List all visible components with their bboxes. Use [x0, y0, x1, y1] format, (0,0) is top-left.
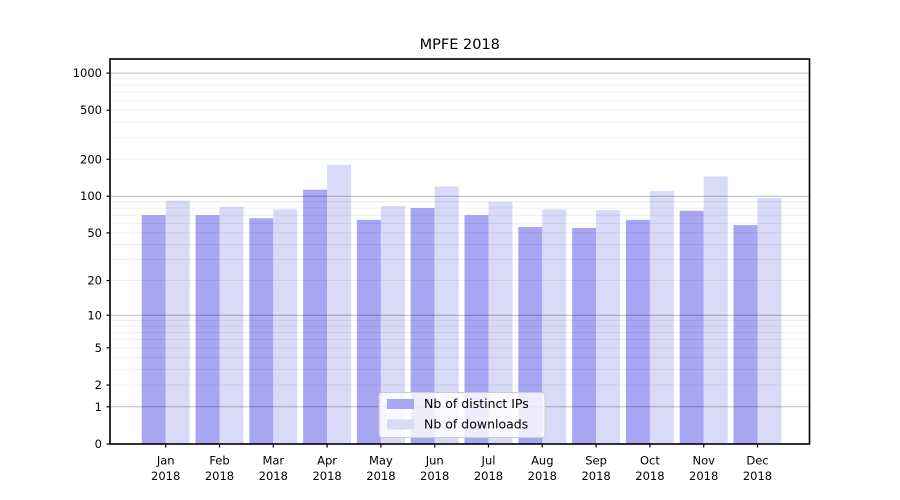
y-tick-label-1000: 1000 [73, 66, 102, 80]
x-tick-year-sep: 2018 [581, 469, 610, 483]
x-tick-year-oct: 2018 [635, 469, 664, 483]
x-tick-label-jan: Jan [156, 454, 175, 468]
x-tick-label-jun: Jun [425, 454, 444, 468]
x-tick-label-oct: Oct [640, 454, 660, 468]
x-tick-label-mar: Mar [262, 454, 284, 468]
chart-title: MPFE 2018 [420, 37, 500, 53]
y-tick-label-50: 50 [87, 226, 102, 240]
x-tick-year-jun: 2018 [420, 469, 449, 483]
y-tick-label-5: 5 [95, 341, 102, 355]
bar-jan-distinct-ips [141, 215, 166, 444]
y-tick-label-2: 2 [95, 378, 102, 392]
bar-aug-downloads [542, 209, 567, 444]
x-tick-year-nov: 2018 [689, 469, 718, 483]
x-tick-label-apr: Apr [317, 454, 337, 468]
y-tick-label-100: 100 [80, 189, 102, 203]
y-tick-label-1: 1 [95, 400, 102, 414]
x-tick-year-dec: 2018 [743, 469, 772, 483]
bar-sep-distinct-ips [572, 227, 597, 444]
bar-mar-distinct-ips [249, 218, 274, 444]
y-tick-label-200: 200 [80, 152, 102, 166]
y-tick-label-500: 500 [80, 103, 102, 117]
legend-label-distinct-ips: Nb of distinct IPs [424, 396, 529, 411]
bar-dec-distinct-ips [733, 225, 758, 444]
x-tick-year-jul: 2018 [474, 469, 503, 483]
x-tick-label-dec: Dec [746, 454, 768, 468]
bar-may-distinct-ips [356, 219, 381, 444]
legend-swatch-downloads [387, 419, 414, 430]
bar-feb-distinct-ips [195, 215, 220, 444]
bar-dec-downloads [757, 197, 782, 444]
y-tick-label-10: 10 [87, 308, 102, 322]
bar-jan-downloads [165, 200, 190, 444]
bar-apr-distinct-ips [303, 189, 328, 444]
x-tick-year-aug: 2018 [528, 469, 557, 483]
x-tick-year-feb: 2018 [205, 469, 234, 483]
legend-swatch-distinct-ips [387, 399, 414, 409]
x-tick-year-jan: 2018 [151, 469, 180, 483]
x-tick-label-may: May [369, 454, 393, 468]
y-tick-label-0: 0 [95, 437, 102, 451]
bar-apr-downloads [327, 164, 352, 445]
x-tick-label-sep: Sep [585, 454, 607, 468]
bar-sep-downloads [596, 210, 621, 444]
x-tick-year-apr: 2018 [312, 469, 341, 483]
y-tick-label-20: 20 [87, 274, 102, 288]
x-tick-label-feb: Feb [209, 454, 229, 468]
bar-nov-downloads [703, 176, 728, 444]
plot-frame [109, 58, 811, 445]
bar-oct-distinct-ips [625, 219, 650, 444]
bar-feb-downloads [219, 206, 244, 444]
x-tick-year-may: 2018 [366, 469, 395, 483]
x-tick-label-nov: Nov [692, 454, 715, 468]
bar-mar-downloads [273, 209, 298, 444]
x-tick-label-jul: Jul [481, 454, 496, 468]
legend-label-downloads: Nb of downloads [424, 417, 528, 432]
x-tick-year-mar: 2018 [259, 469, 288, 483]
legend-box [378, 392, 546, 438]
x-tick-label-aug: Aug [531, 454, 553, 468]
bar-nov-distinct-ips [679, 210, 704, 444]
bar-oct-downloads [649, 191, 674, 444]
